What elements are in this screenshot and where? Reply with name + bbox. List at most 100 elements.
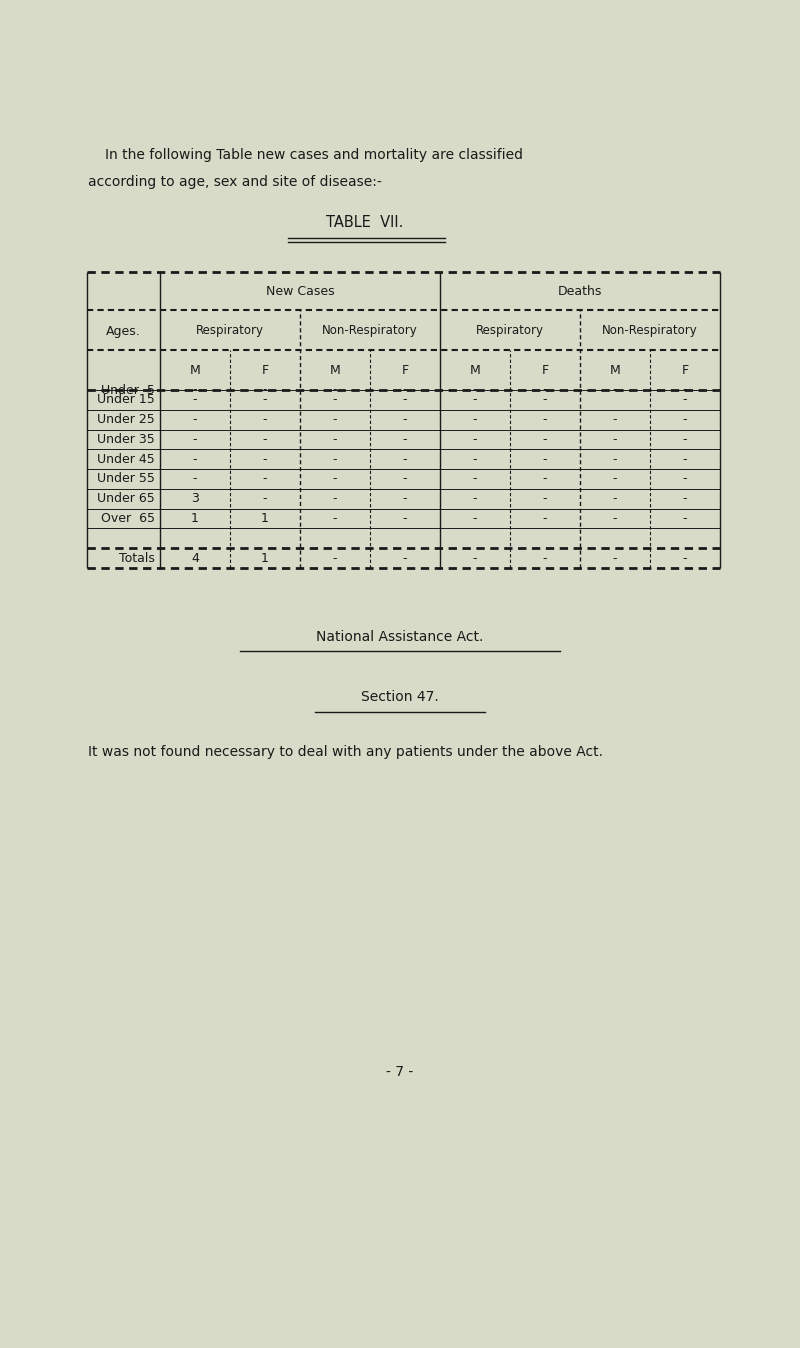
Text: -: -: [193, 473, 198, 485]
Text: Non-Respiratory: Non-Respiratory: [602, 324, 698, 337]
Text: -: -: [473, 383, 478, 396]
Text: -: -: [333, 492, 338, 506]
Text: -: -: [333, 551, 338, 565]
Text: Under 25: Under 25: [98, 414, 155, 426]
Text: -: -: [402, 394, 407, 406]
Text: Under  5: Under 5: [101, 383, 155, 396]
Text: -: -: [682, 551, 687, 565]
Text: TABLE  VII.: TABLE VII.: [326, 214, 404, 231]
Text: -: -: [193, 453, 198, 465]
Text: -: -: [682, 383, 687, 396]
Text: -: -: [473, 473, 478, 485]
Text: -: -: [193, 433, 198, 446]
Text: Under 15: Under 15: [98, 394, 155, 406]
Text: -: -: [613, 492, 618, 506]
Text: -: -: [682, 433, 687, 446]
Text: F: F: [402, 364, 409, 376]
Text: -: -: [613, 512, 618, 526]
Text: In the following Table new cases and mortality are classified: In the following Table new cases and mor…: [105, 148, 523, 162]
Text: -: -: [333, 383, 338, 396]
Text: F: F: [542, 364, 549, 376]
Text: -: -: [262, 383, 267, 396]
Text: -: -: [402, 383, 407, 396]
Text: -: -: [262, 492, 267, 506]
Text: Under 65: Under 65: [98, 492, 155, 506]
Text: -: -: [262, 453, 267, 465]
Text: -: -: [473, 414, 478, 426]
Text: M: M: [470, 364, 480, 376]
Text: Totals: Totals: [119, 551, 155, 565]
Text: -: -: [402, 551, 407, 565]
Text: -: -: [682, 453, 687, 465]
Text: -: -: [333, 512, 338, 526]
Text: -: -: [193, 414, 198, 426]
Text: -: -: [262, 473, 267, 485]
Text: -: -: [613, 453, 618, 465]
Text: -: -: [333, 473, 338, 485]
Text: -: -: [402, 433, 407, 446]
Text: -: -: [542, 414, 547, 426]
Text: 4: 4: [191, 551, 199, 565]
Text: - 7 -: - 7 -: [386, 1065, 414, 1078]
Text: 3: 3: [191, 492, 199, 506]
Text: M: M: [190, 364, 200, 376]
Text: M: M: [610, 364, 620, 376]
Text: Over  65: Over 65: [101, 512, 155, 526]
Text: -: -: [682, 394, 687, 406]
Text: -: -: [473, 512, 478, 526]
Text: -: -: [542, 512, 547, 526]
Text: F: F: [682, 364, 689, 376]
Text: Section 47.: Section 47.: [361, 690, 439, 704]
Text: -: -: [542, 383, 547, 396]
Text: -: -: [613, 414, 618, 426]
Text: -: -: [402, 512, 407, 526]
Text: according to age, sex and site of disease:-: according to age, sex and site of diseas…: [88, 175, 382, 189]
Text: -: -: [473, 433, 478, 446]
Text: -: -: [333, 394, 338, 406]
Text: Deaths: Deaths: [558, 284, 602, 298]
Text: -: -: [473, 551, 478, 565]
Text: -: -: [193, 383, 198, 396]
Text: -: -: [613, 383, 618, 396]
Text: -: -: [542, 473, 547, 485]
Text: Non-Respiratory: Non-Respiratory: [322, 324, 418, 337]
Text: -: -: [542, 453, 547, 465]
Text: -: -: [682, 492, 687, 506]
Text: -: -: [333, 433, 338, 446]
Text: Under 55: Under 55: [97, 473, 155, 485]
Text: Respiratory: Respiratory: [476, 324, 544, 337]
Text: -: -: [473, 453, 478, 465]
Text: -: -: [193, 394, 198, 406]
Text: -: -: [333, 414, 338, 426]
Text: -: -: [542, 551, 547, 565]
Text: -: -: [402, 492, 407, 506]
Text: -: -: [613, 551, 618, 565]
Text: -: -: [262, 394, 267, 406]
Text: -: -: [402, 473, 407, 485]
Text: -: -: [262, 433, 267, 446]
Text: -: -: [402, 453, 407, 465]
Text: -: -: [682, 473, 687, 485]
Text: -: -: [473, 394, 478, 406]
Text: Under 45: Under 45: [98, 453, 155, 465]
Text: -: -: [333, 453, 338, 465]
Text: -: -: [682, 414, 687, 426]
Text: -: -: [262, 414, 267, 426]
Text: 1: 1: [261, 551, 269, 565]
Text: Respiratory: Respiratory: [196, 324, 264, 337]
Text: -: -: [613, 433, 618, 446]
Text: It was not found necessary to deal with any patients under the above Act.: It was not found necessary to deal with …: [88, 745, 603, 759]
Text: 1: 1: [191, 512, 199, 526]
Text: -: -: [402, 414, 407, 426]
Text: -: -: [613, 473, 618, 485]
Text: New Cases: New Cases: [266, 284, 334, 298]
Text: Ages.: Ages.: [106, 325, 141, 337]
Text: -: -: [542, 394, 547, 406]
Text: 1: 1: [261, 512, 269, 526]
Text: -: -: [473, 492, 478, 506]
Text: Under 35: Under 35: [98, 433, 155, 446]
Text: M: M: [330, 364, 340, 376]
Text: -: -: [682, 512, 687, 526]
Text: National Assistance Act.: National Assistance Act.: [316, 630, 484, 644]
Text: -: -: [542, 492, 547, 506]
